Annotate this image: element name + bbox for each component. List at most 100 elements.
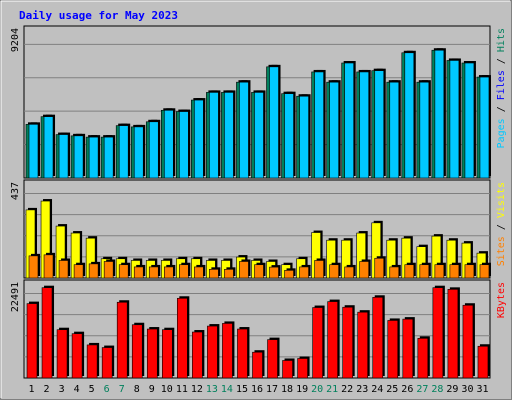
x-tick-label-7: 7 xyxy=(119,384,125,395)
bar-sites-7 xyxy=(118,264,129,279)
x-tick-label-14: 14 xyxy=(221,384,233,395)
bar-kbytes-10 xyxy=(161,329,173,379)
bar-sites-1 xyxy=(28,255,39,279)
bar-pages-3 xyxy=(58,134,69,179)
bar-sites-18 xyxy=(284,270,294,279)
bar-kbytes-17 xyxy=(267,339,278,379)
legend-hits: Hits xyxy=(496,28,507,52)
x-tick-label-21: 21 xyxy=(326,384,338,395)
bar-pages-19 xyxy=(299,95,309,179)
bar-pages-4 xyxy=(73,135,84,179)
bar-pages-11 xyxy=(179,111,189,179)
x-tick-label-27: 27 xyxy=(416,384,428,395)
legend: KBytes xyxy=(496,282,507,318)
legend-separator: / xyxy=(496,218,507,236)
bar-sites-16 xyxy=(254,264,264,279)
legend-pages: Pages xyxy=(496,118,507,148)
bar-sites-13 xyxy=(209,269,219,279)
bar-pages-31 xyxy=(479,76,490,179)
bar-pages-25 xyxy=(389,81,400,179)
bar-pages-24 xyxy=(374,70,385,179)
bar-pages-1 xyxy=(28,124,39,179)
x-axis-labels: 1 2 3 4 5 6 7 8 9 10 11 12 13 14 15 16 17 18 19 20 21 22 23 24 2… xyxy=(29,384,489,395)
bar-sites-8 xyxy=(133,266,144,279)
bar-sites-31 xyxy=(479,264,490,279)
bar-pages-20 xyxy=(314,71,324,179)
y-tick-label: 22491 xyxy=(10,282,21,312)
bar-pages-17 xyxy=(269,66,279,179)
bar-pages-29 xyxy=(449,60,460,179)
x-tick-label-24: 24 xyxy=(371,384,383,395)
bar-sites-26 xyxy=(404,264,415,279)
x-tick-label-4: 4 xyxy=(74,384,80,395)
bar-pages-8 xyxy=(133,126,144,179)
bar-pages-30 xyxy=(464,62,475,179)
bar-pages-9 xyxy=(148,121,159,179)
bar-sites-21 xyxy=(329,264,339,279)
y-tick-label: 9204 xyxy=(10,28,21,52)
bar-kbytes-5 xyxy=(86,344,98,379)
panel-3: 22491 KBytes xyxy=(10,279,507,379)
bar-sites-25 xyxy=(389,266,400,279)
x-tick-label-3: 3 xyxy=(59,384,65,395)
x-tick-label-11: 11 xyxy=(176,384,188,395)
bar-sites-30 xyxy=(464,264,475,279)
bar-sites-17 xyxy=(269,266,279,279)
bar-sites-4 xyxy=(73,264,84,279)
bar-kbytes-25 xyxy=(387,320,399,379)
bar-sites-2 xyxy=(43,254,54,279)
bar-pages-22 xyxy=(344,62,354,179)
bar-pages-2 xyxy=(43,116,54,179)
bar-kbytes-6 xyxy=(101,347,113,379)
legend-separator: / xyxy=(496,100,507,118)
x-tick-label-30: 30 xyxy=(461,384,473,395)
y-tick-label: 437 xyxy=(10,182,21,200)
bar-pages-21 xyxy=(329,81,339,179)
x-tick-label-25: 25 xyxy=(386,384,398,395)
chart-title: Daily usage for May 2023 xyxy=(19,9,178,22)
bar-kbytes-22 xyxy=(342,306,353,379)
bar-kbytes-23 xyxy=(357,311,369,379)
x-tick-label-19: 19 xyxy=(296,384,308,395)
bar-sites-6 xyxy=(103,261,114,279)
bar-pages-13 xyxy=(209,92,219,179)
x-tick-label-6: 6 xyxy=(104,384,110,395)
x-tick-label-16: 16 xyxy=(251,384,263,395)
x-tick-label-1: 1 xyxy=(29,384,35,395)
bar-kbytes-18 xyxy=(282,360,293,379)
bar-kbytes-14 xyxy=(222,323,233,379)
bar-sites-19 xyxy=(299,266,309,279)
x-tick-label-9: 9 xyxy=(149,384,155,395)
x-tick-label-29: 29 xyxy=(446,384,458,395)
x-tick-label-28: 28 xyxy=(431,384,443,395)
bar-kbytes-20 xyxy=(312,307,323,379)
legend: Sites / Visits xyxy=(496,182,507,266)
bar-pages-14 xyxy=(224,92,234,179)
bar-kbytes-9 xyxy=(146,328,158,379)
x-tick-label-26: 26 xyxy=(401,384,413,395)
bar-kbytes-1 xyxy=(26,303,38,379)
x-tick-label-13: 13 xyxy=(206,384,218,395)
legend-sites: Sites xyxy=(496,236,507,266)
panel-2: 437 Sites / Visits xyxy=(10,179,507,279)
bar-kbytes-31 xyxy=(477,345,489,379)
bar-pages-28 xyxy=(434,49,445,179)
x-tick-label-17: 17 xyxy=(266,384,278,395)
bar-kbytes-16 xyxy=(252,351,263,379)
bar-kbytes-12 xyxy=(192,331,203,379)
bar-kbytes-29 xyxy=(447,289,459,379)
bar-kbytes-27 xyxy=(417,338,429,379)
bar-sites-14 xyxy=(224,269,234,279)
bar-sites-15 xyxy=(239,261,249,279)
bar-kbytes-21 xyxy=(327,301,338,379)
bar-pages-6 xyxy=(103,136,114,179)
bar-kbytes-7 xyxy=(116,301,128,379)
bar-sites-3 xyxy=(58,260,69,279)
x-tick-label-18: 18 xyxy=(281,384,293,395)
bar-kbytes-19 xyxy=(297,358,308,379)
bar-pages-15 xyxy=(239,81,249,179)
legend-separator: / xyxy=(496,52,507,70)
panel-1: 9204 Pages / Files / Hits xyxy=(10,25,507,179)
